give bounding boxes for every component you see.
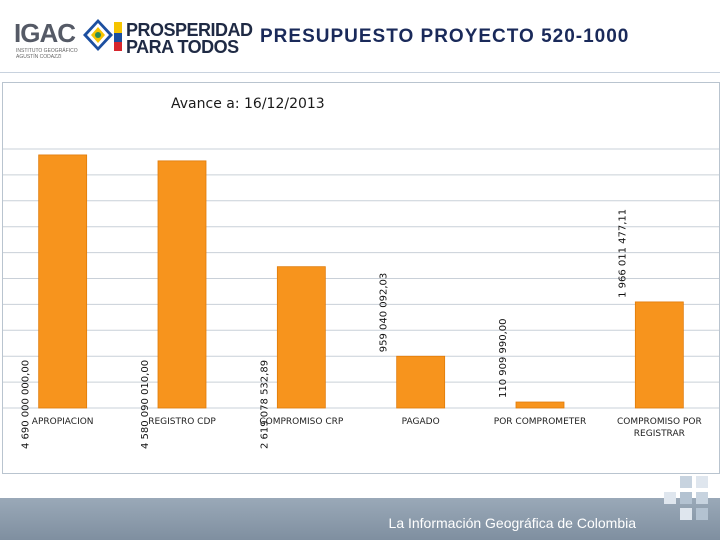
decorative-squares-icon: [664, 476, 708, 520]
value-label: 959 040 092,03: [379, 273, 390, 353]
value-label: 1 966 011 477,11: [617, 209, 628, 298]
category-label: COMPROMISO POR REGISTRAR: [617, 417, 702, 439]
footer-band: [0, 498, 720, 540]
category-labels: APROPIACION REGISTRO CDP COMPROMISO CRP PAG…: [32, 417, 702, 439]
value-labels: 4 690 000 000,00 4 580 090 010,00 2 619 07…: [21, 209, 629, 449]
bar: [157, 160, 207, 409]
bar: [634, 301, 684, 409]
bar: [515, 401, 565, 409]
gridlines: [3, 148, 719, 409]
bar: [38, 154, 88, 409]
category-label: PAGADO: [402, 417, 440, 427]
category-label: COMPROMISO CRP: [259, 417, 344, 427]
igac-logo-subtitle: INSTITUTO GEOGRÁFICO AGUSTÍN CODAZZI: [16, 48, 78, 60]
prosperidad-logo-line2: PARA TODOS: [126, 37, 239, 57]
category-label: REGISTRO CDP: [148, 417, 216, 427]
category-label: POR COMPROMETER: [494, 417, 586, 427]
footer-text: La Información Geográfica de Colombia: [388, 515, 636, 531]
igac-logo: IGAC INSTITUTO GEOGRÁFICO AGUSTÍN CODAZZ…: [14, 18, 113, 60]
flag-blue-icon: [114, 33, 122, 42]
header: IGAC INSTITUTO GEOGRÁFICO AGUSTÍN CODAZZ…: [0, 0, 720, 75]
value-label: 110 909 990,00: [498, 318, 509, 398]
bar: [276, 266, 326, 409]
flag-red-icon: [114, 42, 122, 51]
bars: [38, 154, 684, 409]
value-label: 4 690 000 000,00: [21, 360, 32, 449]
category-label: APROPIACION: [32, 417, 94, 427]
bar: [396, 355, 446, 409]
igac-shield-icon: [83, 19, 113, 51]
flag-yellow-icon: [114, 22, 122, 33]
igac-logo-text: IGAC: [14, 18, 76, 48]
prosperidad-logo-line1: PROSPERIDAD: [126, 20, 253, 40]
page-title: PRESUPUESTO PROYECTO 520-1000: [260, 26, 630, 47]
bar-chart: Avance a: 16/12/2013 4 690 000 000,00 4 5…: [3, 96, 719, 449]
value-label: 2 619 078 532,89: [259, 360, 270, 449]
prosperidad-logo: PROSPERIDAD PARA TODOS: [112, 20, 253, 57]
chart-frame: Avance a: 16/12/2013 4 690 000 000,00 4 5…: [2, 82, 720, 474]
header-divider: [0, 72, 720, 73]
chart-subtitle: Avance a: 16/12/2013: [171, 96, 325, 112]
value-label: 4 580 090 010,00: [140, 360, 151, 449]
